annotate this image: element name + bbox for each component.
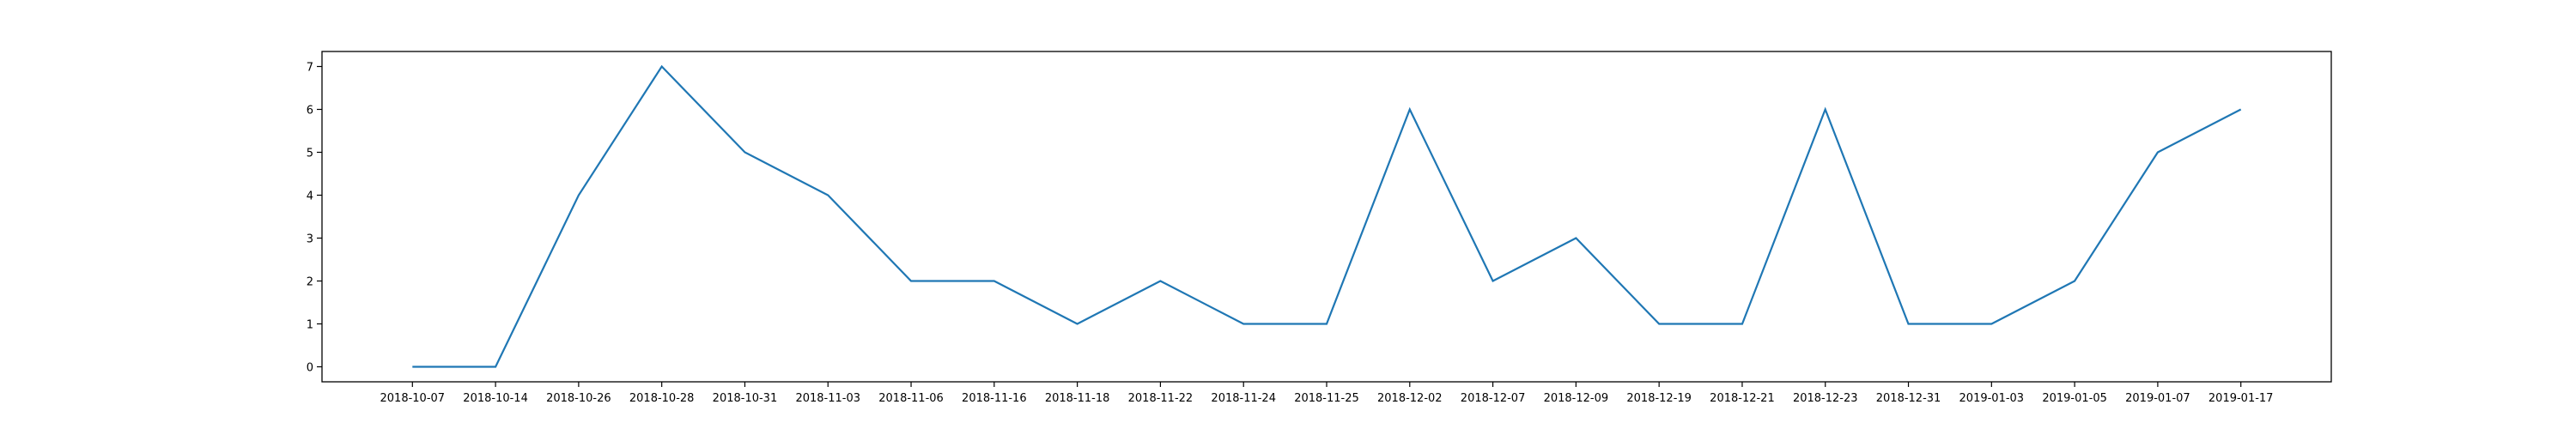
y-tick-label: 5: [307, 148, 313, 160]
x-tick-label: 2018-12-19: [1626, 392, 1692, 405]
x-tick-label: 2019-01-17: [2208, 392, 2274, 405]
x-tick-label: 2018-10-26: [546, 392, 611, 405]
x-tick-label: 2019-01-07: [2125, 392, 2190, 405]
x-tick-label: 2018-10-31: [713, 392, 778, 405]
x-tick-label: 2018-11-03: [795, 392, 860, 405]
x-tick-label: 2018-12-07: [1461, 392, 1526, 405]
x-tick-label: 2018-11-24: [1211, 392, 1276, 405]
x-tick-label: 2018-12-21: [1710, 392, 1775, 405]
x-tick-label: 2018-11-16: [962, 392, 1027, 405]
x-tick-label: 2019-01-03: [1959, 392, 2025, 405]
x-tick-label: 2018-11-06: [878, 392, 944, 405]
x-tick-label: 2018-11-18: [1045, 392, 1110, 405]
x-tick-label: 2018-12-02: [1377, 392, 1443, 405]
x-tick-label: 2018-11-25: [1294, 392, 1359, 405]
y-tick-label: 2: [307, 276, 313, 289]
x-tick-label: 2018-10-14: [463, 392, 528, 405]
x-tick-label: 2018-12-09: [1544, 392, 1609, 405]
y-tick-label: 1: [307, 319, 313, 332]
y-tick-label: 3: [307, 233, 313, 246]
y-tick-label: 6: [307, 105, 313, 118]
x-tick-label: 2019-01-05: [2042, 392, 2107, 405]
plot-area: 0 1 2 3 4 5 6 7 2018-10-07 2018-10-14 2018-10-26 20…: [307, 51, 2332, 405]
y-tick-label: 7: [307, 62, 313, 75]
x-tick-label: 2018-11-22: [1128, 392, 1194, 405]
x-tick-label: 2018-10-28: [629, 392, 695, 405]
x-tick-label: 2018-12-23: [1793, 392, 1858, 405]
x-tick-label: 2018-10-07: [380, 392, 446, 405]
y-tick-label: 0: [307, 362, 313, 375]
x-tick-label: 2018-12-31: [1876, 392, 1941, 405]
y-tick-label: 4: [307, 190, 313, 203]
